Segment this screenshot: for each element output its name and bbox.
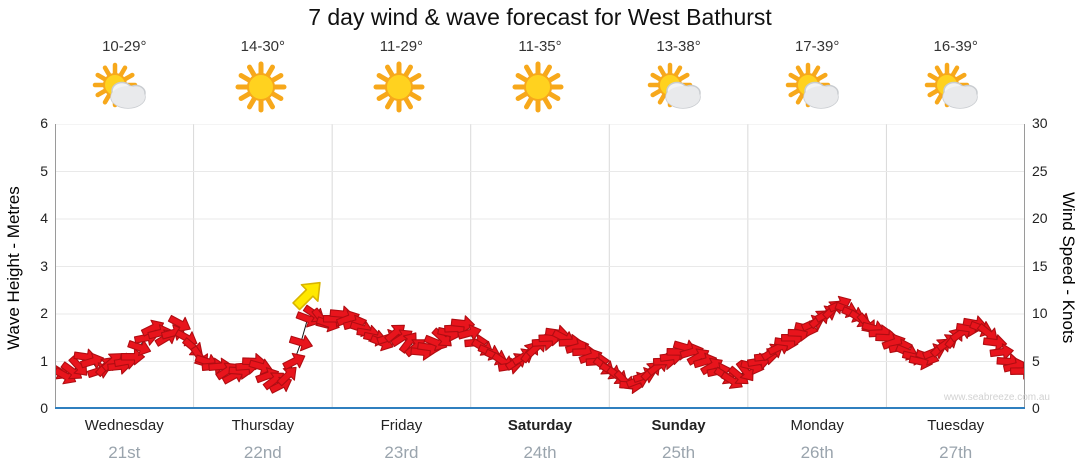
right-axis-tick-label: 25 (1032, 162, 1048, 179)
day-temperature-range: 13-38° (656, 38, 701, 55)
sun-behind-cloud-icon (609, 61, 749, 113)
sun-icon (235, 61, 287, 113)
left-axis-tick-label: 2 (40, 305, 48, 321)
wind-arrow-marker (127, 339, 152, 357)
day-header-thursday: 14-30° (193, 38, 333, 113)
day-date-label: 24th (523, 443, 557, 462)
left-axis-line (55, 124, 56, 409)
page-title: 7 day wind & wave forecast for West Bath… (308, 4, 772, 30)
day-name-label: Saturday (507, 417, 573, 434)
day-header-friday: 11-29° (331, 38, 471, 113)
sun-behind-cloud-icon (93, 62, 147, 109)
wind-arrow-marker (989, 343, 1014, 361)
right-axis-line (1024, 124, 1025, 409)
wind-arrow-marker (167, 314, 191, 333)
sun-behind-cloud-icon (647, 62, 701, 109)
day-temperature-range: 17-39° (794, 38, 840, 55)
watermark: www.seabreeze.com.au (943, 392, 1050, 403)
sun-icon (470, 61, 610, 113)
left-axis-tick-label: 3 (40, 257, 48, 274)
right-axis-tick-label: 15 (1032, 257, 1048, 274)
wind-arrow-marker (120, 348, 146, 366)
chart-plot-svg (55, 124, 1025, 409)
sun-behind-cloud-icon (886, 61, 1026, 113)
day-temperature-range: 16-39° (933, 38, 978, 55)
day-date-label: 23rd (384, 443, 419, 462)
day-name-label: Friday (380, 417, 423, 434)
wind-arrow-marker (60, 361, 83, 380)
day-date-label: 25th (662, 443, 696, 462)
wind-arrow-marker (982, 334, 1008, 352)
day-name-label: Wednesday (84, 417, 164, 434)
day-temperature-range: 11-35° (518, 38, 562, 55)
day-header-sunday: 13-38° (609, 38, 749, 113)
day-header-monday: 17-39° (747, 38, 887, 113)
day-name-label: Monday (790, 417, 844, 434)
sun-behind-cloud-icon (747, 61, 887, 113)
sun-icon (331, 61, 471, 113)
day-header-saturday: 11-35° (470, 38, 610, 113)
wind-arrow-marker (288, 334, 313, 352)
day-date-label: 22nd (243, 443, 282, 462)
wind-arrow-marker (735, 359, 754, 382)
sun-behind-cloud-icon (785, 62, 839, 109)
left-axis-title: Wave Height - Metres (4, 186, 23, 350)
day-name-label: Sunday (651, 417, 706, 434)
sun-icon (193, 61, 333, 113)
wind-arrow-marker (276, 366, 297, 387)
bottom-axis-line (55, 407, 1025, 409)
day-temperature-range: 10-29° (102, 38, 147, 55)
wind-arrow-marker (727, 365, 749, 385)
left-axis-tick-label: 4 (40, 210, 48, 226)
day-name-label: Tuesday (927, 417, 985, 434)
wind-arrow-marker (292, 281, 321, 311)
day-name-label: Thursday (231, 417, 295, 434)
wind-arrow-marker (1009, 362, 1025, 380)
wind-arrow-marker (450, 315, 475, 333)
wind-arrow-marker (282, 352, 306, 370)
right-axis-tick-label: 10 (1032, 305, 1048, 321)
sun-behind-cloud-icon (924, 62, 978, 109)
right-axis-title: Wind Speed - Knots (1059, 192, 1078, 344)
right-axis-tick-label: 5 (1032, 352, 1040, 369)
right-axis-tick-label: 20 (1032, 210, 1048, 226)
sun-behind-cloud-icon (54, 61, 194, 113)
right-axis-tick-label: 0 (1032, 400, 1040, 416)
day-date-label: 27th (939, 443, 973, 462)
day-header-wednesday: 10-29° (54, 38, 194, 113)
sun-icon (373, 61, 425, 113)
left-axis-tick-label: 6 (40, 115, 48, 131)
day-header-tuesday: 16-39° (886, 38, 1026, 113)
right-axis-tick-label: 30 (1032, 115, 1048, 131)
wind-arrow-marker (248, 358, 273, 376)
day-temperature-range: 11-29° (379, 38, 424, 55)
forecast-chart (55, 124, 1025, 409)
day-date-label: 26th (800, 443, 834, 462)
day-temperature-range: 14-30° (240, 38, 286, 55)
left-axis-tick-label: 0 (40, 400, 48, 416)
left-axis-tick-label: 5 (40, 162, 48, 179)
day-date-label: 21st (108, 443, 141, 462)
sun-icon (512, 61, 564, 113)
left-axis-tick-label: 1 (40, 352, 48, 369)
